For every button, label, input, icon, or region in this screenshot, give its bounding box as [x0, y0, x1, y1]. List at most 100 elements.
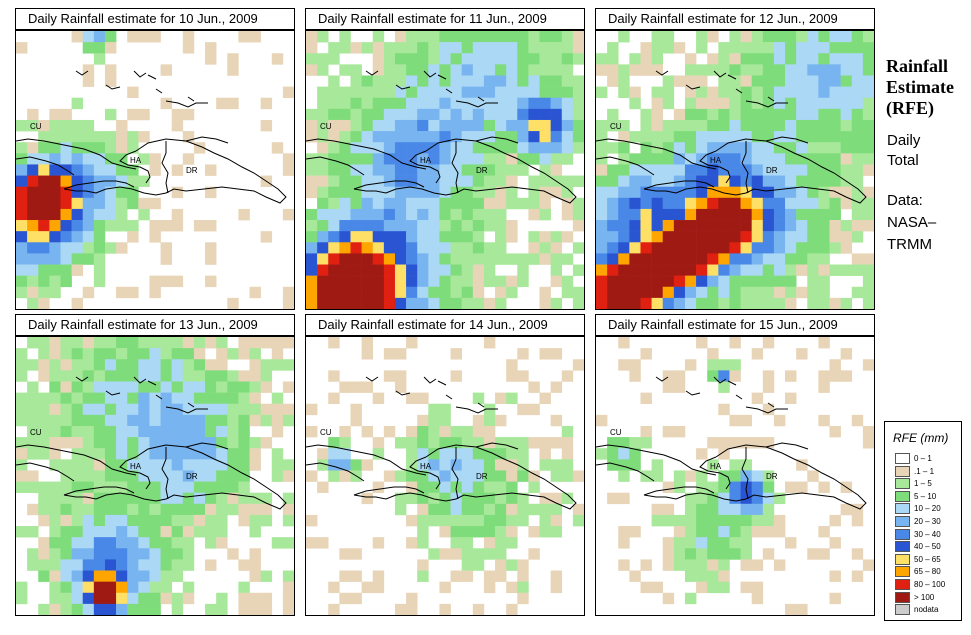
rainfall-cell: [339, 108, 351, 121]
rainfall-cell: [116, 448, 128, 460]
rainfall-cell: [696, 581, 708, 594]
rainfall-cell: [572, 208, 584, 221]
rainfall-cell: [729, 175, 741, 187]
rainfall-cell: [394, 370, 407, 382]
rainfall-cell: [673, 208, 686, 221]
rainfall-cell: [350, 64, 362, 76]
coastline: [596, 138, 717, 170]
rainfall-cell: [539, 448, 551, 460]
rainfall-cell: [618, 64, 630, 76]
rainfall-cell: [707, 186, 719, 199]
rainfall-cell: [773, 42, 786, 54]
rainfall-cell: [428, 414, 440, 427]
rainfall-cell: [38, 186, 50, 199]
rainfall-cell: [707, 297, 719, 309]
rainfall-cell: [71, 220, 84, 232]
rainfall-cell: [807, 119, 819, 132]
rainfall-cell: [205, 559, 217, 571]
rainfall-cell: [707, 348, 719, 360]
rainfall-cell: [60, 131, 72, 143]
rainfall-cell: [851, 286, 864, 299]
rainfall-cell: [851, 53, 864, 65]
rainfall-cell: [160, 242, 172, 254]
rainfall-cell: [707, 175, 719, 187]
rainfall-cell: [71, 492, 84, 505]
coastline: [713, 70, 727, 78]
rainfall-cell: [762, 97, 775, 110]
rainfall-cell: [528, 131, 540, 143]
coastline: [133, 376, 147, 384]
rainfall-cell: [439, 470, 451, 482]
rainfall-cell: [93, 337, 106, 349]
rainfall-cell: [116, 119, 128, 132]
coastline: [161, 447, 169, 500]
rainfall-cell: [607, 142, 619, 154]
rainfall-cell: [718, 175, 730, 187]
rainfall-cell: [71, 425, 84, 438]
rainfall-cell: [104, 75, 117, 87]
rainfall-cell: [472, 242, 485, 254]
rainfall-cell: [718, 503, 730, 516]
rainfall-cell: [394, 220, 407, 232]
rainfall-cell: [49, 153, 61, 165]
rainfall-cell: [328, 131, 340, 143]
rainfall-cell: [271, 448, 284, 460]
rainfall-cell: [328, 42, 340, 54]
rainfall-cell: [60, 548, 72, 560]
product-title: Rainfall Estimate (RFE): [886, 56, 968, 119]
rainfall-cell: [684, 242, 697, 254]
rainfall-cell: [439, 31, 451, 43]
rainfall-cell: [49, 275, 61, 288]
rainfall-cell: [696, 537, 708, 549]
coastline: [445, 88, 453, 94]
rainfall-cell: [82, 537, 95, 549]
rainfall-cell: [550, 459, 563, 471]
rainfall-cell: [93, 570, 106, 582]
rainfall-cell: [450, 31, 462, 43]
rainfall-cell: [596, 86, 608, 99]
rainfall-cell: [818, 548, 830, 560]
rainfall-cell: [550, 348, 563, 360]
rainfall-cell: [282, 459, 294, 471]
rainfall-cell: [428, 175, 440, 187]
rainfall-cell: [193, 392, 206, 405]
rainfall-cell: [38, 548, 50, 560]
rainfall-cell: [550, 186, 563, 199]
rainfall-cell: [472, 153, 485, 165]
rainfall-cell: [171, 403, 184, 416]
rainfall-cell: [851, 153, 864, 165]
rainfall-cell: [339, 297, 351, 309]
rainfall-cell: [339, 592, 351, 605]
rainfall-cell: [572, 220, 584, 232]
rainfall-cell: [227, 470, 239, 482]
rainfall-cell: [640, 119, 652, 132]
rainfall-cell: [729, 64, 741, 76]
rainfall-cell: [796, 142, 808, 154]
rainfall-cell: [339, 264, 351, 276]
map-panel-2: Daily Rainfall estimate for 11 Jun., 200…: [305, 8, 585, 310]
rainfall-cell: [550, 64, 563, 76]
rainfall-cell: [49, 559, 61, 571]
rainfall-cell: [306, 514, 318, 527]
rainfall-cell: [205, 337, 217, 349]
rainfall-cell: [829, 264, 841, 276]
rainfall-cell: [829, 297, 841, 309]
rainfall-cell: [851, 175, 864, 187]
rainfall-cell: [138, 492, 150, 505]
coastline: [699, 456, 731, 490]
rainfall-cell: [572, 131, 584, 143]
rainfall-cell: [673, 253, 686, 265]
rainfall-cell: [807, 231, 819, 243]
rainfall-cell: [138, 514, 150, 527]
rainfall-cell: [116, 220, 128, 232]
rainfall-cell: [461, 142, 474, 154]
rainfall-cell: [696, 242, 708, 254]
rainfall-cell: [182, 348, 195, 360]
rainfall-cell: [428, 481, 440, 493]
rainfall-cell: [16, 459, 28, 471]
rainfall-cell: [807, 108, 819, 121]
rainfall-cell: [205, 526, 217, 538]
rainfall-cell: [49, 570, 61, 582]
rainfall-cell: [27, 253, 39, 265]
